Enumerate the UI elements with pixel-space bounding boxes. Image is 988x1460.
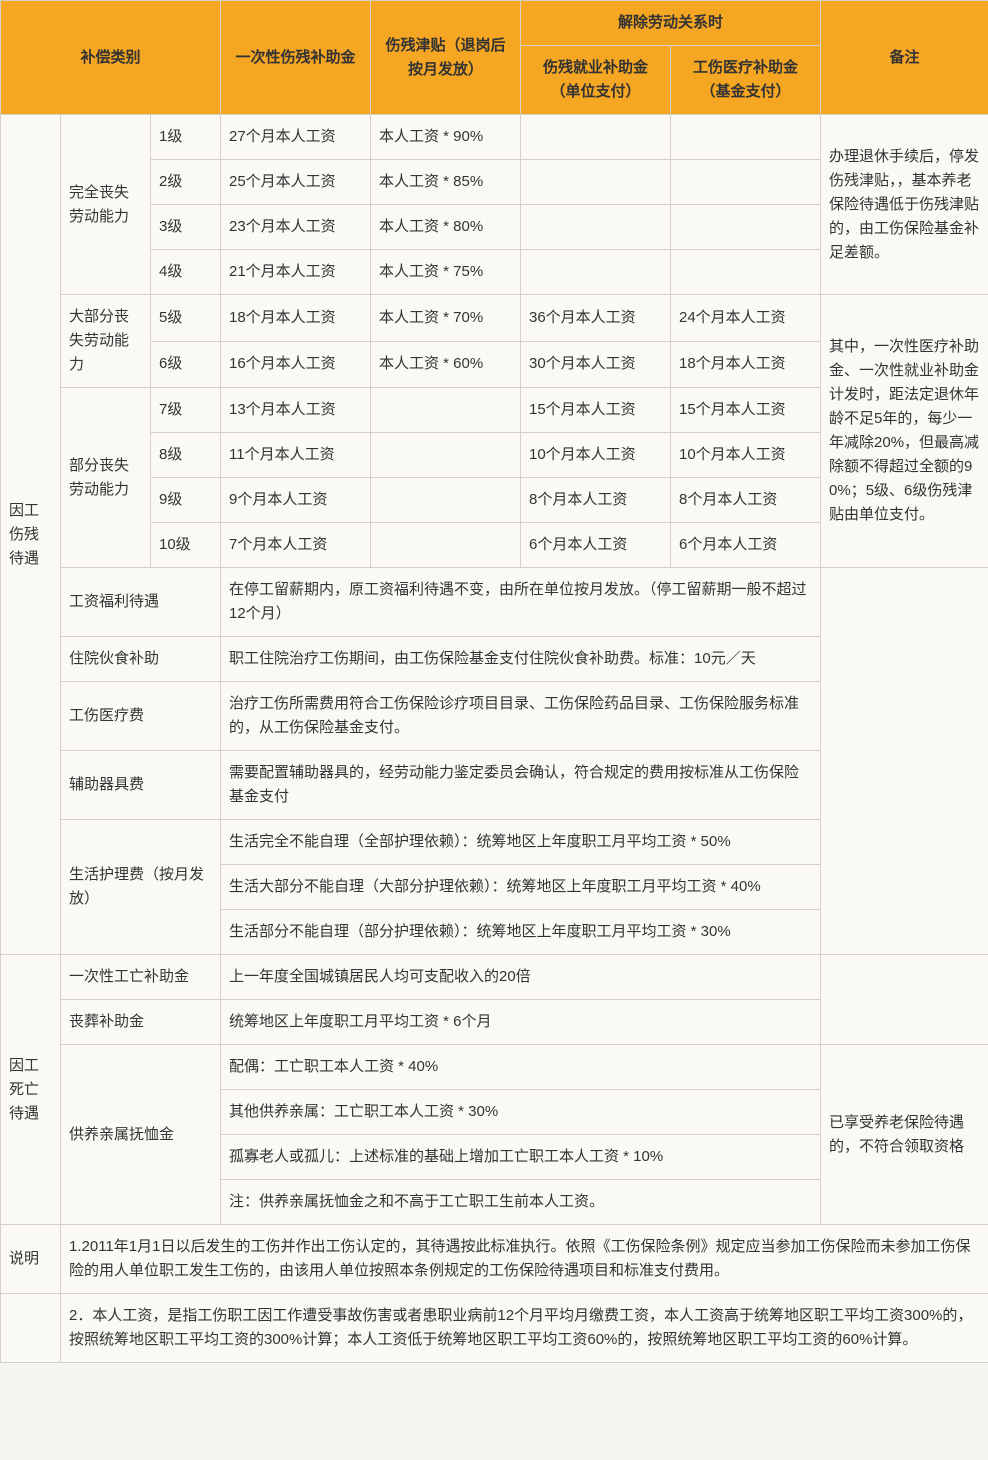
desc: 配偶：工亡职工本人工资 * 40% [221, 1045, 821, 1090]
th-remark: 备注 [821, 1, 988, 115]
table-row: 说明 1.2011年1月1日以后发生的工伤并作出工伤认定的，其待遇按此标准执行。… [1, 1225, 988, 1294]
cell-allow: 本人工资 * 75% [371, 250, 521, 295]
th-termination: 解除劳动关系时 [521, 1, 821, 46]
cat-medical-fee: 工伤医疗费 [61, 682, 221, 751]
desc: 孤寡老人或孤儿：上述标准的基础上增加工亡职工本人工资 * 10% [221, 1135, 821, 1180]
cell-level: 9级 [151, 478, 221, 523]
cell-med: 6个月本人工资 [671, 523, 821, 568]
cat-partial-loss: 部分丧失劳动能力 [61, 388, 151, 568]
cell-lump: 27个月本人工资 [221, 115, 371, 160]
note-2: 2．本人工资，是指工伤职工因工作遭受事故伤害或者患职业病前12个月平均月缴费工资… [61, 1294, 988, 1363]
cat-notes-empty [1, 1294, 61, 1363]
cell-level: 10级 [151, 523, 221, 568]
cell-emp [521, 115, 671, 160]
cat-nursing: 生活护理费（按月发放） [61, 820, 221, 955]
table-row: 工资福利待遇 在停工留薪期内，原工资福利待遇不变，由所在单位按月发放。（停工留薪… [1, 568, 988, 637]
cat-device-fee: 辅助器具费 [61, 751, 221, 820]
th-allowance: 伤残津贴（退岗后按月发放） [371, 1, 521, 115]
remark-dependents: 已享受养老保险待遇的，不符合领取资格 [821, 1045, 988, 1225]
cat-injury: 因工伤残待遇 [1, 115, 61, 955]
remark-full-loss: 办理退休手续后，停发伤残津贴，，基本养老保险待遇低于伤残津贴的，由工伤保险基金补… [821, 115, 988, 295]
remark-empty [821, 955, 988, 1045]
cell-allow: 本人工资 * 70% [371, 295, 521, 342]
desc: 统筹地区上年度职工月平均工资 * 6个月 [221, 1000, 821, 1045]
cell-med: 24个月本人工资 [671, 295, 821, 342]
cell-emp: 10个月本人工资 [521, 433, 671, 478]
th-category: 补偿类别 [1, 1, 221, 115]
cell-level: 7级 [151, 388, 221, 433]
cell-emp: 36个月本人工资 [521, 295, 671, 342]
cell-emp: 30个月本人工资 [521, 341, 671, 388]
cell-level: 6级 [151, 341, 221, 388]
desc: 生活完全不能自理（全部护理依赖）：统筹地区上年度职工月平均工资 * 50% [221, 820, 821, 865]
table-row: 2．本人工资，是指工伤职工因工作遭受事故伤害或者患职业病前12个月平均月缴费工资… [1, 1294, 988, 1363]
note-1: 1.2011年1月1日以后发生的工伤并作出工伤认定的，其待遇按此标准执行。依照《… [61, 1225, 988, 1294]
desc: 其他供养亲属：工亡职工本人工资 * 30% [221, 1090, 821, 1135]
th-med-pay: 工伤医疗补助金（基金支付） [671, 46, 821, 115]
cat-most-loss: 大部分丧失劳动能力 [61, 295, 151, 388]
cell-emp: 15个月本人工资 [521, 388, 671, 433]
cell-med: 10个月本人工资 [671, 433, 821, 478]
cell-allow: 本人工资 * 85% [371, 160, 521, 205]
compensation-table: 补偿类别 一次性伤残补助金 伤残津贴（退岗后按月发放） 解除劳动关系时 备注 伤… [0, 0, 988, 1363]
cell-lump: 9个月本人工资 [221, 478, 371, 523]
cell-emp: 6个月本人工资 [521, 523, 671, 568]
cat-salary-welfare: 工资福利待遇 [61, 568, 221, 637]
cell-level: 2级 [151, 160, 221, 205]
th-emp-pay: 伤残就业补助金（单位支付） [521, 46, 671, 115]
cat-death: 因工死亡待遇 [1, 955, 61, 1225]
table-row: 大部分丧失劳动能力 5级 18个月本人工资 本人工资 * 70% 36个月本人工… [1, 295, 988, 342]
cell-level: 5级 [151, 295, 221, 342]
cat-full-loss: 完全丧失劳动能力 [61, 115, 151, 295]
cat-funeral: 丧葬补助金 [61, 1000, 221, 1045]
cell-allow: 本人工资 * 60% [371, 341, 521, 388]
desc: 生活大部分不能自理（大部分护理依赖）：统筹地区上年度职工月平均工资 * 40% [221, 865, 821, 910]
cell-allow: 本人工资 * 90% [371, 115, 521, 160]
desc: 生活部分不能自理（部分护理依赖）：统筹地区上年度职工月平均工资 * 30% [221, 910, 821, 955]
cat-hospital-meal: 住院伙食补助 [61, 637, 221, 682]
cell-lump: 11个月本人工资 [221, 433, 371, 478]
cell-med [671, 115, 821, 160]
cell-lump: 21个月本人工资 [221, 250, 371, 295]
cell-lump: 16个月本人工资 [221, 341, 371, 388]
remark-partial: 其中，一次性医疗补助金、一次性就业补助金计发时，距法定退休年龄不足5年的，每少一… [821, 295, 988, 568]
cell-lump: 7个月本人工资 [221, 523, 371, 568]
desc: 职工住院治疗工伤期间，由工伤保险基金支付住院伙食补助费。标准：10元／天 [221, 637, 821, 682]
cell-lump: 25个月本人工资 [221, 160, 371, 205]
desc: 需要配置辅助器具的，经劳动能力鉴定委员会确认，符合规定的费用按标准从工伤保险基金… [221, 751, 821, 820]
cell-level: 3级 [151, 205, 221, 250]
desc: 治疗工伤所需费用符合工伤保险诊疗项目目录、工伤保险药品目录、工伤保险服务标准的，… [221, 682, 821, 751]
cat-notes: 说明 [1, 1225, 61, 1294]
cat-one-time: 一次性工亡补助金 [61, 955, 221, 1000]
cat-dependents: 供养亲属抚恤金 [61, 1045, 221, 1225]
desc: 在停工留薪期内，原工资福利待遇不变，由所在单位按月发放。（停工留薪期一般不超过1… [221, 568, 821, 637]
desc: 上一年度全国城镇居民人均可支配收入的20倍 [221, 955, 821, 1000]
cell-emp: 8个月本人工资 [521, 478, 671, 523]
table-row: 供养亲属抚恤金 配偶：工亡职工本人工资 * 40% 已享受养老保险待遇的，不符合… [1, 1045, 988, 1090]
cell-lump: 18个月本人工资 [221, 295, 371, 342]
cell-level: 8级 [151, 433, 221, 478]
cell-med: 8个月本人工资 [671, 478, 821, 523]
cell-med: 18个月本人工资 [671, 341, 821, 388]
table-row: 因工死亡待遇 一次性工亡补助金 上一年度全国城镇居民人均可支配收入的20倍 [1, 955, 988, 1000]
table-row: 因工伤残待遇 完全丧失劳动能力 1级 27个月本人工资 本人工资 * 90% 办… [1, 115, 988, 160]
remark-empty [821, 568, 988, 955]
th-lump: 一次性伤残补助金 [221, 1, 371, 115]
cell-med: 15个月本人工资 [671, 388, 821, 433]
desc: 注：供养亲属抚恤金之和不高于工亡职工生前本人工资。 [221, 1180, 821, 1225]
cell-level: 1级 [151, 115, 221, 160]
cell-level: 4级 [151, 250, 221, 295]
cell-allow: 本人工资 * 80% [371, 205, 521, 250]
cell-lump: 23个月本人工资 [221, 205, 371, 250]
cell-lump: 13个月本人工资 [221, 388, 371, 433]
